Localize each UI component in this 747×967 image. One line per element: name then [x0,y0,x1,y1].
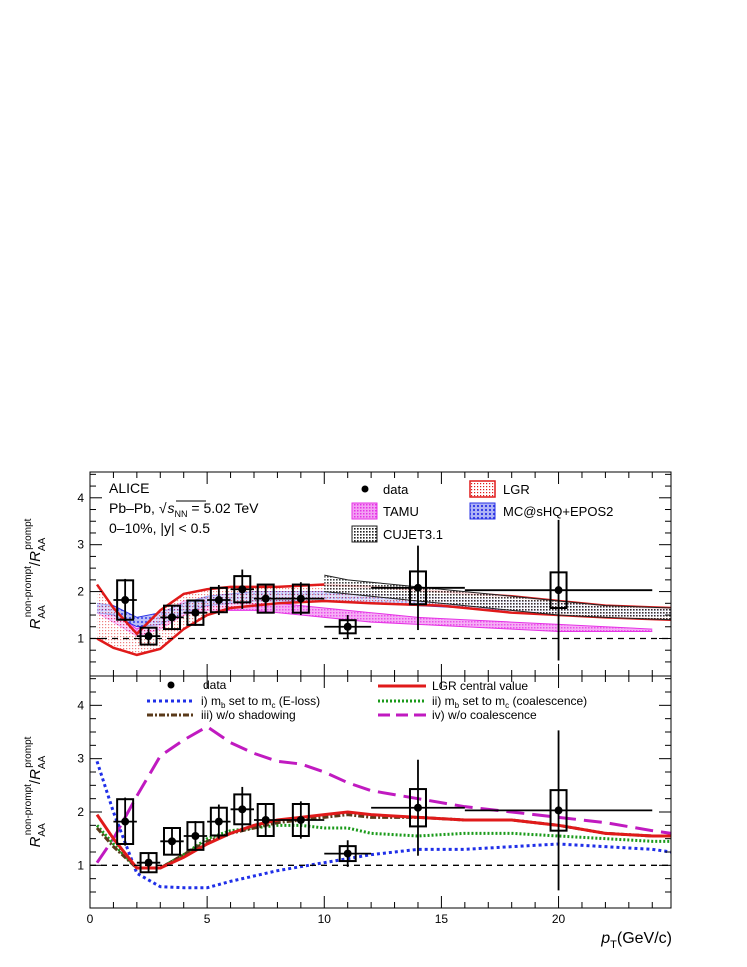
legend-data-marker [167,681,175,689]
x-tick-label: 5 [204,912,211,926]
experiment-label: ALICE [109,480,149,496]
bottom-legend: data i) mb set to mc (E-loss) iii) w/o s… [147,678,587,722]
data-point [191,608,200,617]
legend-lgr-swatch [469,480,496,498]
legend-coal-label: ii) mb set to mc (coalescence) [432,694,587,710]
legend-wo-coal-label: iv) w/o coalescence [432,708,537,722]
legend-cujet-swatch [351,525,378,543]
bottom-y-axis-title: RAAnon-prompt/RAAprompt [23,736,48,847]
bottom-plot-frame [89,675,672,909]
cujet-band-upper-edge [324,574,672,609]
legend-data-marker [361,485,369,493]
data-point [554,806,563,815]
x-tick-label: 0 [87,912,94,926]
coalescence-curve [95,823,671,870]
y-tick-label: 1 [77,631,84,645]
data-point [261,594,270,603]
data-point [214,817,223,826]
y-tick-label: 2 [77,585,84,599]
legend-mc-swatch [469,502,496,520]
data-point [238,805,247,814]
data-point [413,583,422,592]
legend-lgr-label: LGR [503,482,530,497]
data-point [343,622,352,631]
data-point [167,613,176,622]
centrality-label: 0–10%, |y| < 0.5 [109,520,210,536]
wo-coalescence-curve [95,724,672,864]
data-point [191,832,200,840]
x-axis-title: pT(GeV/c) [600,930,672,951]
legend-eloss-label: i) mb set to mc (E-loss) [201,694,320,710]
data-point [343,849,352,858]
data-point [144,632,153,641]
top-legend: data LGR TAMU MC@sHQ+EPOS2 CUJET3.1 [351,480,613,543]
x-tick-label: 15 [435,912,449,926]
data-point [238,585,247,594]
bottom-panel: 1 2 3 4 0 5 10 15 20 data i) mb set to mc (E-lo… [23,675,672,951]
legend-shadowing-label: iii) w/o shadowing [201,708,296,722]
legend-lgr-label: LGR central value [432,679,528,693]
legend-cujet-label: CUJET3.1 [383,527,443,542]
top-y-ticks: 1 2 3 4 [77,473,671,663]
data-point [121,596,130,605]
y-tick-label: 1 [77,858,84,872]
top-y-axis-title: RAAnon-prompt/RAAprompt [23,518,48,629]
y-tick-label: 3 [77,752,84,766]
bottom-x-ticks: 0 5 10 15 20 [87,676,653,926]
top-x-ticks [89,472,653,676]
y-tick-label: 4 [77,698,84,712]
x-tick-label: 20 [552,912,566,926]
x-tick-label: 10 [318,912,332,926]
data-point [144,858,153,867]
top-plot-frame [89,471,672,677]
bottom-y-ticks: 1 2 3 4 [77,678,671,893]
y-tick-label: 2 [77,805,84,819]
system-label: Pb–Pb, √sNN = 5.02 TeV [109,500,259,519]
data-point [296,816,305,824]
legend-tamu-label: TAMU [383,504,419,519]
data-point [261,816,270,824]
cujet-band-lower-edge [324,591,672,621]
bottom-data-points [113,730,653,891]
data-point [121,817,130,826]
legend-data-label: data [383,482,409,497]
data-point [554,586,563,595]
y-tick-label: 4 [77,491,84,505]
data-point [296,594,305,603]
y-tick-label: 3 [77,538,84,552]
eloss-curve [95,760,672,890]
data-point [214,596,223,605]
legend-data-label: data [203,678,227,692]
legend-tamu-swatch [351,502,378,520]
legend-mc-label: MC@sHQ+EPOS2 [503,504,613,519]
data-point [167,837,176,846]
top-panel: 1 2 3 4 ALICE Pb–Pb, √sNN = 5.02 TeV 0–10%,… [23,471,672,677]
top-data-points [113,519,653,661]
data-point [413,803,422,812]
